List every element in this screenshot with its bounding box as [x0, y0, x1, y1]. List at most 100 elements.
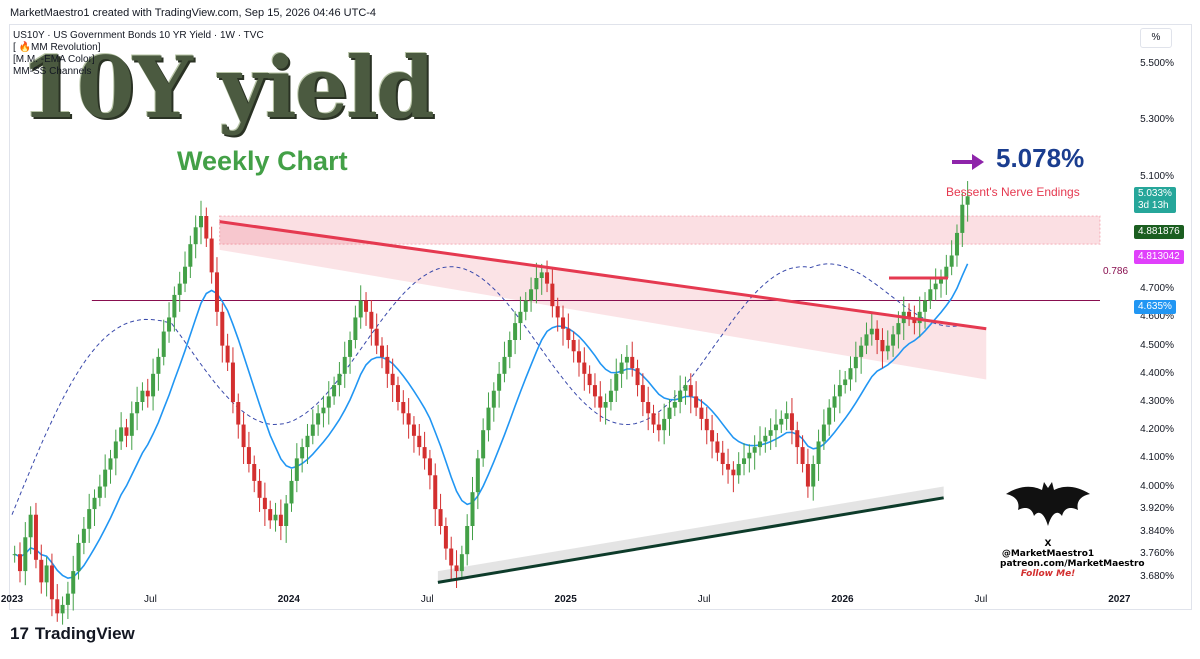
chart-frame[interactable] — [9, 24, 1192, 610]
candle-body — [342, 356, 347, 374]
candle-body — [933, 283, 938, 290]
time-tick-label: Jul — [974, 594, 988, 605]
chart-attribution: MarketMaestro1 created with TradingView.… — [10, 7, 377, 19]
candle-body — [129, 413, 134, 436]
candle-body — [726, 464, 731, 470]
candle-body — [113, 441, 118, 459]
candle-body — [869, 328, 874, 335]
candle-body — [672, 402, 677, 408]
candle-body — [156, 356, 161, 374]
candle-body — [545, 272, 550, 284]
candle-body — [427, 458, 432, 476]
candle-body — [763, 435, 768, 442]
candle-body — [859, 345, 864, 357]
weekly-chart-label: Weekly Chart — [177, 146, 348, 176]
candle-body — [65, 593, 70, 605]
time-tick-label: 2024 — [277, 594, 300, 605]
candle-body — [715, 441, 720, 453]
candle-body — [523, 300, 528, 312]
time-tick-label: 2026 — [831, 594, 854, 605]
price-tick-label: 5.100% — [1140, 170, 1174, 182]
candle-body — [81, 528, 86, 543]
candle-body — [177, 283, 182, 295]
candle-body — [252, 464, 257, 481]
candle-body — [811, 464, 816, 487]
candle-body — [624, 356, 629, 363]
price-tick-label: 4.300% — [1140, 396, 1174, 407]
candle-body — [571, 340, 576, 352]
candle-body — [720, 452, 725, 464]
candle-body — [885, 345, 890, 352]
price-tick-label: 5.500% — [1140, 57, 1174, 69]
candle-body — [614, 373, 619, 391]
candle-body — [800, 447, 805, 464]
indicator-mm-revolution[interactable]: [ 🔥MM Revolution] — [13, 42, 101, 53]
price-tick-label: 4.500% — [1140, 339, 1174, 351]
candle-body — [864, 334, 869, 346]
price-badge-value: 4.813042 — [1138, 251, 1180, 263]
candle-body — [779, 418, 784, 425]
candle-body — [928, 289, 933, 301]
candle-body — [294, 458, 299, 481]
candle-body — [193, 227, 198, 245]
candle-body — [23, 537, 28, 572]
candle-body — [358, 300, 363, 318]
candle-body — [566, 328, 571, 340]
candle-body — [353, 317, 358, 340]
candle-body — [678, 390, 683, 402]
candle-body — [198, 216, 203, 228]
candle-body — [561, 317, 566, 329]
candle-body — [646, 402, 651, 414]
candle-body — [832, 396, 837, 408]
price-tick-label: 3.760% — [1140, 548, 1174, 560]
candle-body — [534, 278, 539, 290]
candle-body — [321, 407, 326, 414]
candle-body — [736, 464, 741, 476]
support-trendline — [437, 496, 944, 584]
candle-body — [172, 294, 177, 318]
indicator-ss-channels[interactable]: MM-SS Channels — [13, 66, 92, 77]
support-channel-band — [437, 486, 944, 583]
candle-body — [486, 407, 491, 431]
candle-body — [539, 272, 544, 278]
candle-body — [875, 328, 880, 340]
candle-body — [795, 430, 800, 448]
price-tick-label: 4.000% — [1140, 480, 1174, 492]
candle-body — [635, 368, 640, 386]
footer-branding[interactable]: 17 TradingView — [10, 624, 135, 644]
candle-body — [683, 385, 688, 391]
target-yield-label: 5.078% — [996, 143, 1085, 173]
candle-body — [576, 351, 581, 363]
candle-body — [651, 413, 656, 425]
candle-body — [960, 204, 965, 233]
candle-body — [76, 542, 81, 572]
time-tick-label: Jul — [420, 594, 434, 605]
candle-body — [949, 255, 954, 267]
candle-body — [262, 497, 267, 510]
candle-body — [731, 469, 736, 476]
price-scale-unit-button[interactable]: % — [1140, 28, 1172, 48]
candle-body — [518, 311, 523, 324]
candle-body — [513, 323, 518, 340]
candle-body — [422, 447, 427, 459]
candle-body — [805, 464, 810, 487]
candle-body — [332, 385, 337, 397]
indicator-ema-color[interactable]: [M.M. -EMA Color] — [13, 54, 95, 65]
symbol-title[interactable]: US10Y · US Government Bonds 10 YR Yield … — [13, 30, 264, 41]
candle-body — [433, 475, 438, 510]
candle-body — [630, 356, 635, 369]
candle-body — [497, 373, 502, 391]
candle-body — [449, 548, 454, 566]
candle-body — [44, 565, 49, 583]
price-badge-value: 5.033% — [1138, 188, 1172, 200]
channel-wave-line — [11, 263, 966, 515]
candle-body — [640, 385, 645, 402]
candle-body — [369, 311, 374, 329]
candle-body — [326, 396, 331, 408]
tradingview-logo-icon: 17 — [10, 624, 29, 643]
candle-body — [454, 565, 459, 572]
candle-body — [965, 196, 970, 205]
candle-body — [667, 407, 672, 419]
time-tick-label: Jul — [144, 594, 157, 605]
